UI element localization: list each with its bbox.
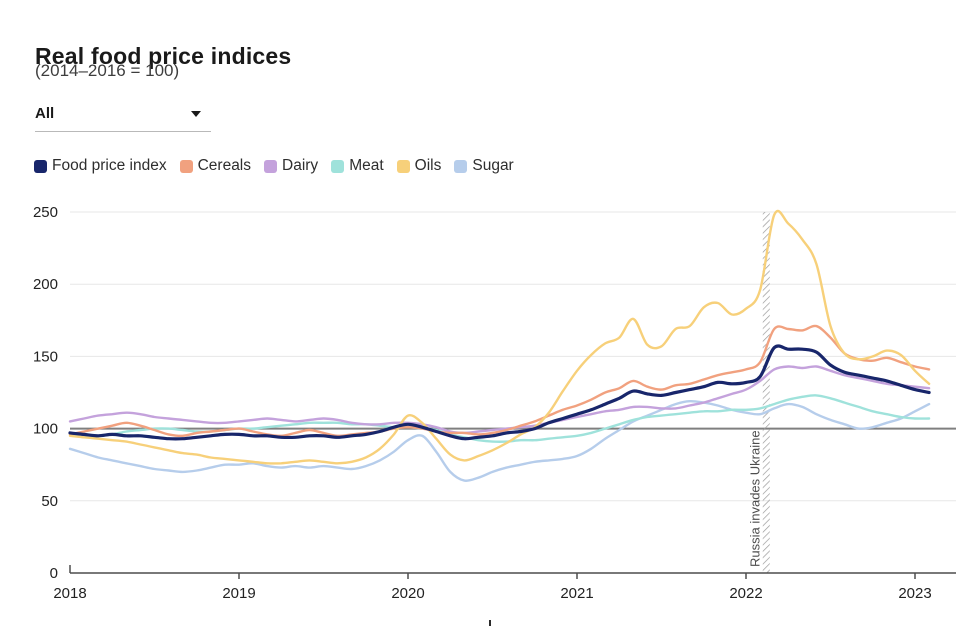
legend-item-meat[interactable]: Meat — [331, 157, 384, 175]
stray-mark — [489, 620, 491, 626]
series-line-cereals — [68, 324, 931, 438]
series-line-food-price-index — [68, 344, 931, 441]
legend-swatch-icon — [454, 159, 468, 173]
legend-label: Meat — [349, 157, 384, 174]
legend-item-sugar[interactable]: Sugar — [454, 157, 514, 175]
series-line-dairy — [68, 365, 931, 435]
series-line-oils — [68, 209, 931, 465]
line-chart: 0 50 100 150 200 250 Russia invades Ukraine 201… — [33, 204, 956, 602]
x-axis-tick-label: 2023 — [898, 585, 931, 602]
legend-label: Dairy — [282, 157, 319, 174]
legend-swatch-icon — [396, 159, 410, 173]
legend-label: Cereals — [197, 157, 252, 174]
event-annotation-label: Russia invades Ukraine — [747, 430, 762, 567]
legend-swatch-icon — [331, 159, 345, 173]
y-axis-tick-label: 50 — [41, 493, 58, 510]
legend-label: Food price index — [52, 157, 167, 174]
legend-label: Sugar — [472, 157, 514, 174]
dropdown-caret-icon — [191, 110, 201, 117]
legend-swatch-icon — [179, 159, 193, 173]
legend-item-cereals[interactable]: Cereals — [179, 157, 252, 175]
x-axis-tick-label: 2018 — [53, 585, 86, 602]
legend-item-food-price-index[interactable]: Food price index — [34, 157, 167, 175]
chart-legend: Food price index Cereals Dairy Meat Oils Suga… — [34, 157, 514, 175]
y-axis-tick-label: 250 — [33, 204, 58, 221]
x-axis-tick-label: 2019 — [222, 585, 255, 602]
x-axis-tick-label: 2021 — [560, 585, 593, 602]
legend-swatch-icon — [264, 159, 278, 173]
x-axis-tick-label: 2020 — [391, 585, 424, 602]
chart-subtitle: (2014–2016 = 100) — [35, 61, 180, 80]
x-axis-tick-label: 2022 — [729, 585, 762, 602]
page-title: Real food price indices — [35, 43, 292, 70]
category-filter-dropdown[interactable]: All — [35, 103, 211, 132]
y-axis-tick-label: 0 — [50, 565, 58, 582]
y-axis-tick-label: 100 — [33, 421, 58, 438]
legend-item-oils[interactable]: Oils — [396, 157, 442, 175]
legend-swatch-icon — [34, 159, 47, 173]
event-band — [762, 212, 770, 573]
y-axis-tick-label: 200 — [33, 276, 58, 293]
dropdown-selected-value: All — [35, 105, 55, 122]
series-line-sugar — [68, 399, 931, 482]
legend-item-dairy[interactable]: Dairy — [264, 157, 318, 175]
y-axis-tick-label: 150 — [33, 348, 58, 365]
legend-label: Oils — [414, 157, 442, 174]
